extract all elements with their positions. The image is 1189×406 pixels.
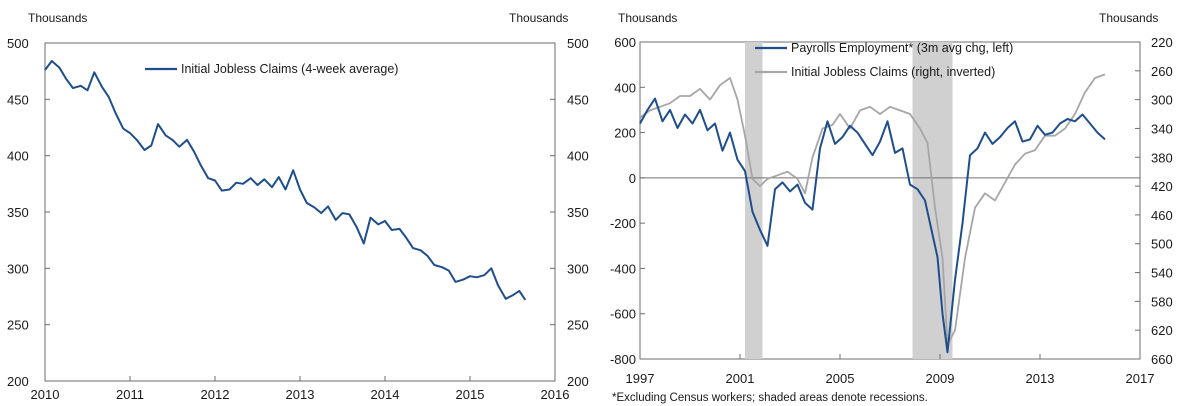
right-y-tick-label: 580 xyxy=(1151,294,1173,309)
right-y-tick-label: 200 xyxy=(567,374,589,389)
left-y-tick-label: 400 xyxy=(7,149,29,164)
recession-bands xyxy=(745,42,953,359)
x-tick-label: 2013 xyxy=(1026,371,1055,386)
legend-label-claims: Initial Jobless Claims (right, inverted) xyxy=(791,65,995,79)
left-y-ticks: 600 400 200 0 -200 -400 -600 -800 xyxy=(610,35,645,367)
left-y-tick-label: 500 xyxy=(7,36,29,51)
x-tick-label: 2005 xyxy=(826,371,855,386)
x-tick-label: 1997 xyxy=(626,371,655,386)
x-ticks: 1997 2001 2005 2009 2013 2017 xyxy=(626,354,1155,386)
legend-label: Initial Jobless Claims (4-week average) xyxy=(181,62,398,76)
right-y-tick-label: 500 xyxy=(1151,237,1173,252)
right-axis-unit: Thousands xyxy=(509,11,568,25)
left-y-tick-label: 300 xyxy=(7,261,29,276)
left-y-tick-label: -800 xyxy=(610,352,636,367)
right-y-tick-label: 400 xyxy=(567,149,589,164)
x-tick-label: 2011 xyxy=(116,387,144,402)
right-y-tick-label: 350 xyxy=(567,205,589,220)
recession-band xyxy=(745,42,763,359)
x-tick-label: 2013 xyxy=(286,387,315,402)
x-tick-label: 2001 xyxy=(726,371,755,386)
legend: Payrolls Employment* (3m avg chg, left) … xyxy=(755,41,1013,79)
left-axis-unit: Thousands xyxy=(28,11,87,25)
x-ticks: 2010 2011 2012 2013 2014 2015 2016 xyxy=(31,376,570,402)
right-y-ticks: 220 260 300 340 380 420 460 500 540 580 620 660 xyxy=(1135,35,1173,367)
legend-label-payrolls: Payrolls Employment* (3m avg chg, left) xyxy=(791,41,1013,55)
right-y-tick-label: 220 xyxy=(1151,35,1173,50)
series-line-initial-jobless-claims xyxy=(639,73,1106,346)
right-y-tick-label: 540 xyxy=(1151,266,1173,281)
right-y-tick-label: 340 xyxy=(1151,121,1173,136)
series-line-payrolls-employment xyxy=(639,97,1106,354)
left-y-tick-label: -400 xyxy=(610,261,636,276)
right-y-tick-label: 420 xyxy=(1151,179,1173,194)
left-y-tick-label: 0 xyxy=(629,171,636,186)
x-tick-label: 2012 xyxy=(201,387,230,402)
left-y-tick-label: 400 xyxy=(614,80,636,95)
left-y-tick-label: 200 xyxy=(7,374,29,389)
left-y-tick-label: -600 xyxy=(610,307,636,322)
footnote: *Excluding Census workers; shaded areas … xyxy=(612,392,928,404)
right-y-tick-label: 660 xyxy=(1151,352,1173,367)
right-plot-area xyxy=(639,41,1141,360)
right-y-tick-label: 500 xyxy=(567,36,589,51)
series-lines xyxy=(44,60,527,301)
left-y-ticks: 500 500 450 450 400 400 350 350 300 300 250 250 200 2… xyxy=(7,36,589,389)
x-tick-label: 2009 xyxy=(926,371,955,386)
right-y-tick-label: 620 xyxy=(1151,323,1173,338)
right-y-tick-label: 260 xyxy=(1151,64,1173,79)
right-y-tick-label: 460 xyxy=(1151,208,1173,223)
x-tick-label: 2016 xyxy=(541,387,570,402)
left-y-tick-label: 200 xyxy=(614,126,636,141)
right-y-tick-label: 300 xyxy=(567,261,589,276)
left-plot-area xyxy=(44,42,556,382)
right-y-tick-label: 450 xyxy=(567,92,589,107)
right-y-tick-label: 380 xyxy=(1151,150,1173,165)
right-axis-unit: Thousands xyxy=(1099,11,1158,25)
left-y-tick-label: -200 xyxy=(610,216,636,231)
series-line-initial-jobless-claims xyxy=(44,60,527,301)
jobless-claims-chart: Thousands Thousands 500 500 450 450 400 400 35… xyxy=(7,11,589,402)
recession-band xyxy=(912,42,953,359)
left-y-tick-label: 250 xyxy=(7,318,29,333)
legend: Initial Jobless Claims (4-week average) xyxy=(145,62,398,76)
right-y-tick-label: 300 xyxy=(1151,93,1173,108)
x-tick-label: 2017 xyxy=(1126,371,1155,386)
left-y-tick-label: 450 xyxy=(7,92,29,107)
x-tick-label: 2015 xyxy=(456,387,485,402)
payrolls-vs-claims-chart: Thousands Thousands 600 400 200 0 -200 -400 -6… xyxy=(610,11,1173,404)
x-tick-label: 2014 xyxy=(371,387,400,402)
left-y-tick-label: 600 xyxy=(614,35,636,50)
left-y-tick-label: 350 xyxy=(7,205,29,220)
series-lines xyxy=(639,73,1106,354)
x-tick-label: 2010 xyxy=(31,387,60,402)
left-axis-unit: Thousands xyxy=(618,11,677,25)
right-y-tick-label: 250 xyxy=(567,318,589,333)
